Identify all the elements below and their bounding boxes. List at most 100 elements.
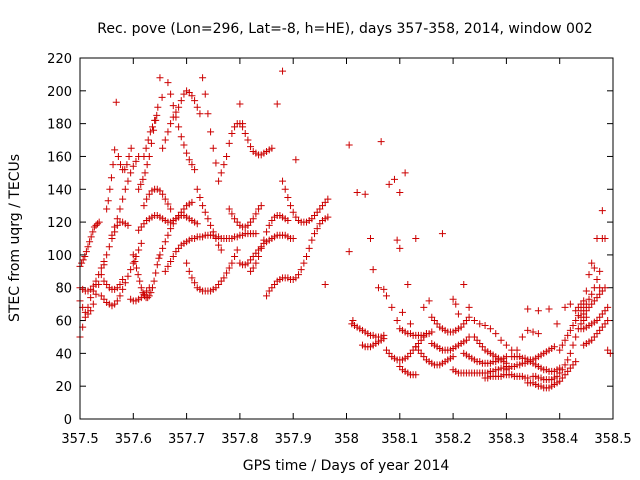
data-point — [87, 294, 95, 302]
x-axis: 357.5 357.6 357.7 357.8 357.9 358 358.1 358.2 35… — [61, 58, 632, 447]
data-point — [172, 113, 180, 121]
data-point — [398, 308, 406, 316]
data-point — [284, 216, 292, 224]
data-point — [263, 292, 271, 300]
data-point — [107, 174, 115, 182]
data-point — [377, 138, 385, 146]
data-point — [161, 136, 169, 144]
data-point — [308, 236, 316, 244]
data-point — [183, 149, 191, 157]
data-point — [438, 230, 446, 238]
data-point — [145, 284, 153, 292]
data-point — [561, 361, 569, 369]
data-point — [191, 166, 199, 174]
data-point — [79, 256, 87, 264]
data-point — [108, 231, 116, 239]
data-point — [158, 93, 166, 101]
data-point — [148, 123, 156, 131]
data-point — [103, 251, 111, 259]
data-point — [129, 162, 137, 170]
data-point — [215, 241, 223, 249]
data-point — [284, 193, 292, 201]
data-point — [220, 161, 228, 169]
data-point — [585, 295, 593, 303]
data-point — [268, 144, 276, 152]
data-point — [209, 228, 217, 236]
y-tick-label: 80 — [55, 282, 72, 297]
data-point — [257, 244, 265, 252]
x-tick-label: 358 — [334, 432, 359, 447]
data-point — [97, 271, 105, 279]
data-point — [155, 254, 163, 262]
data-point — [390, 175, 398, 183]
data-point — [140, 152, 148, 160]
data-point — [380, 335, 388, 343]
data-point — [292, 156, 300, 164]
x-tick-label: 358.2 — [434, 432, 471, 447]
data-point — [449, 295, 457, 303]
y-tick-label: 60 — [55, 315, 72, 330]
data-point — [412, 235, 420, 242]
data-point — [153, 111, 161, 119]
data-point — [572, 317, 580, 325]
x-tick-label: 358.5 — [594, 432, 631, 447]
data-point — [78, 259, 86, 267]
data-point — [112, 98, 120, 106]
data-point — [324, 213, 332, 221]
data-point — [324, 195, 332, 203]
data-point — [604, 317, 612, 325]
data-point — [295, 271, 303, 279]
x-tick-label: 357.5 — [61, 432, 98, 447]
data-point — [188, 198, 196, 206]
data-point — [529, 328, 537, 336]
data-point — [140, 202, 148, 210]
data-point — [146, 128, 154, 136]
data-point — [279, 67, 287, 75]
data-point — [569, 341, 577, 349]
data-point — [156, 74, 164, 82]
data-point — [558, 366, 566, 374]
data-point — [143, 195, 151, 203]
data-point — [486, 325, 494, 333]
data-point — [524, 326, 532, 334]
data-point — [225, 264, 233, 272]
data-point — [124, 221, 132, 229]
data-point — [241, 129, 249, 137]
data-point — [289, 208, 297, 216]
data-point — [81, 313, 89, 321]
data-point — [169, 253, 177, 261]
data-point — [129, 259, 137, 267]
data-point — [233, 246, 241, 254]
data-point — [127, 169, 135, 177]
data-point — [119, 195, 127, 203]
data-point — [139, 175, 147, 183]
data-point — [132, 157, 140, 165]
data-point — [311, 230, 319, 238]
data-point — [167, 257, 175, 265]
data-point — [139, 289, 147, 297]
y-tick-label: 40 — [55, 347, 72, 362]
data-point — [196, 193, 204, 201]
y-tick-label: 0 — [64, 413, 72, 428]
data-point — [87, 233, 95, 241]
data-point — [465, 303, 473, 311]
data-point — [566, 326, 574, 334]
y-tick-label: 180 — [47, 118, 72, 133]
y-tick-label: 200 — [47, 85, 72, 100]
data-point — [263, 228, 271, 236]
data-point — [353, 189, 361, 197]
data-point — [150, 277, 158, 285]
data-point — [550, 343, 558, 351]
data-point — [141, 169, 149, 177]
data-point — [481, 321, 489, 329]
data-point — [217, 246, 225, 254]
data-point — [167, 120, 175, 128]
data-point — [345, 248, 353, 256]
data-point — [582, 287, 590, 295]
data-point — [137, 284, 145, 292]
data-point — [228, 129, 236, 137]
data-point — [566, 300, 574, 308]
data-point — [225, 205, 233, 213]
data-point — [239, 120, 247, 128]
data-point — [452, 300, 460, 308]
